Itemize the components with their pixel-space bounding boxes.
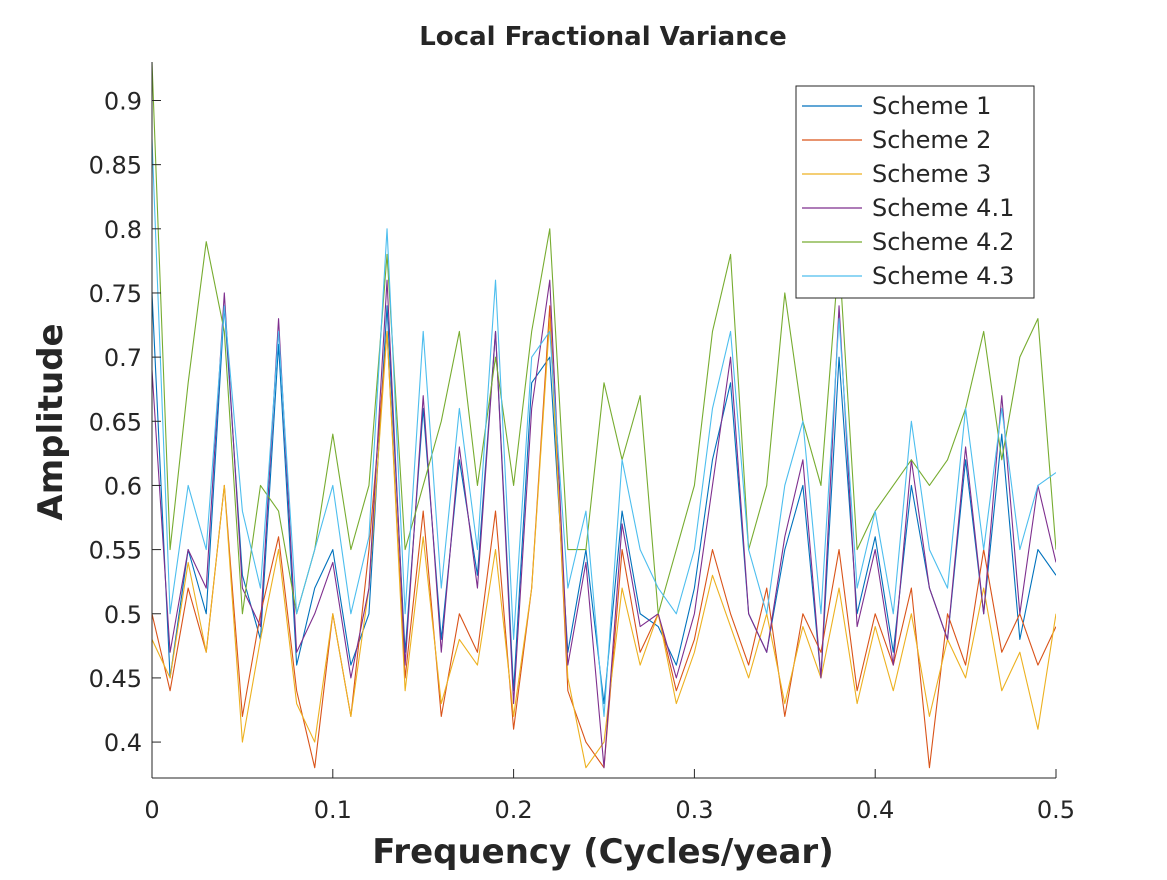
x-tick-label: 0.2: [495, 796, 533, 824]
x-tick-label: 0.3: [675, 796, 713, 824]
legend-label: Scheme 1: [872, 92, 991, 120]
series-layer: [152, 62, 1056, 769]
y-tick-label: 0.85: [89, 152, 142, 180]
x-tick-label: 0: [144, 796, 159, 824]
x-tick-label: 0.1: [314, 796, 352, 824]
series-line-3: [152, 318, 1056, 769]
series-line-4: [152, 279, 1056, 769]
y-axis-title: Amplitude: [31, 323, 71, 520]
series-line-6: [152, 138, 1056, 717]
x-tick-label: 0.4: [856, 796, 894, 824]
legend-label: Scheme 4.3: [872, 262, 1014, 290]
ticks-layer: 0 0.1 0.2 0.3 0.4 0.5 0.4 0.45 0.5 0.55 0.6 0.65 0.7…: [89, 87, 1076, 824]
y-tick-label: 0.8: [104, 216, 142, 244]
y-tick-label: 0.55: [89, 537, 142, 565]
legend-label: Scheme 2: [872, 126, 991, 154]
legend-box: [795, 85, 1035, 299]
y-tick-label: 0.5: [104, 601, 142, 629]
legend: Scheme 1 Scheme 2 Scheme 3 Scheme 4.1 Scheme…: [795, 85, 1035, 299]
chart-title: Local Fractional Variance: [419, 22, 787, 52]
y-tick-label: 0.45: [89, 665, 142, 693]
y-tick-label: 0.75: [89, 280, 142, 308]
y-tick-label: 0.4: [104, 729, 142, 757]
axes-layer: [151, 62, 1056, 779]
legend-label: Scheme 3: [872, 160, 991, 188]
y-tick-label: 0.6: [104, 472, 142, 500]
y-tick-label: 0.65: [89, 408, 142, 436]
legend-label: Scheme 4.1: [872, 194, 1014, 222]
x-tick-label: 0.5: [1037, 796, 1075, 824]
legend-label: Scheme 4.2: [872, 228, 1014, 256]
y-tick-label: 0.7: [104, 344, 142, 372]
x-axis-title: Frequency (Cycles/year): [372, 832, 834, 872]
y-tick-label: 0.9: [104, 87, 142, 115]
